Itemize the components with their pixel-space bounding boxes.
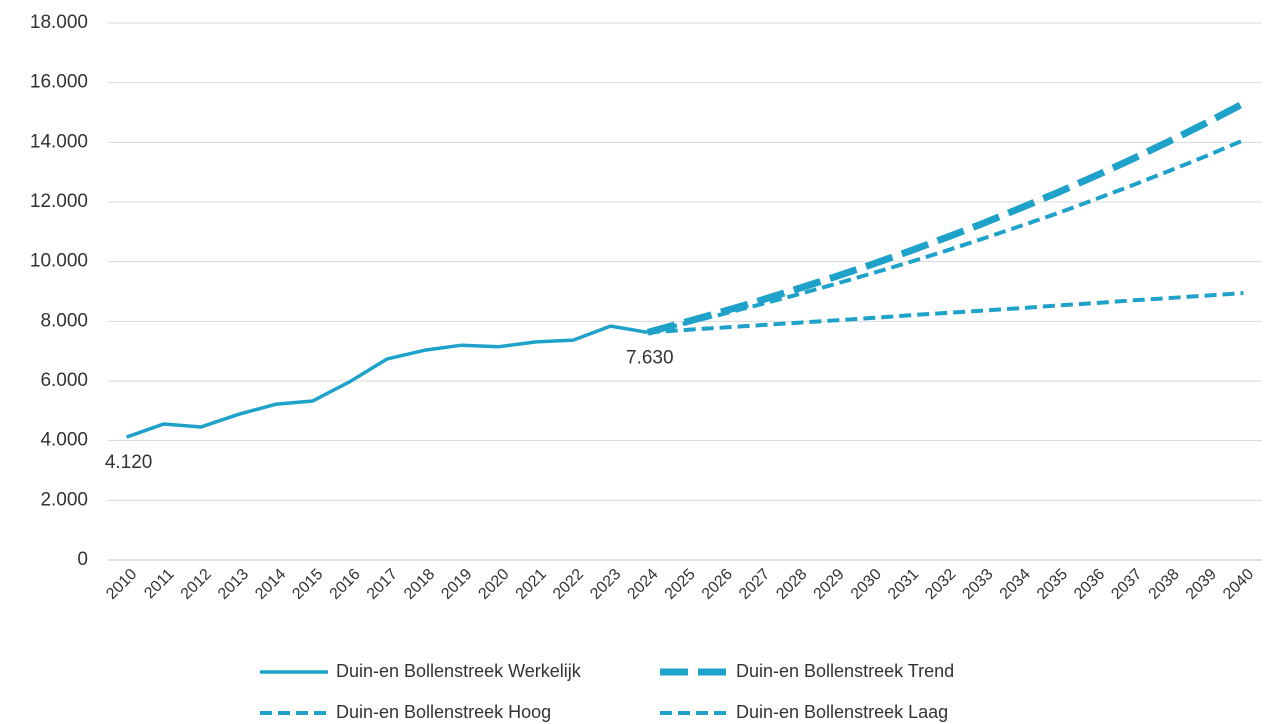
x-tick-label: 2038	[1146, 566, 1183, 603]
x-tick-label: 2037	[1108, 566, 1145, 603]
x-tick-label: 2039	[1183, 566, 1220, 603]
y-tick-label: 6.000	[40, 370, 88, 391]
x-tick-label: 2022	[550, 566, 587, 603]
legend-label: Duin-en Bollenstreek Werkelijk	[336, 661, 582, 681]
x-tick-label: 2026	[699, 566, 736, 603]
x-tick-label: 2034	[997, 566, 1034, 603]
series-line	[126, 324, 649, 439]
x-tick-label: 2031	[885, 566, 922, 603]
legend-label: Duin-en Bollenstreek Trend	[736, 661, 954, 681]
legend-label: Duin-en Bollenstreek Laag	[736, 702, 948, 722]
series-line	[647, 290, 1244, 335]
x-tick-label: 2014	[252, 566, 289, 603]
x-tick-label: 2021	[513, 566, 550, 603]
y-tick-label: 10.000	[30, 251, 88, 272]
series-line	[646, 100, 1246, 336]
x-tick-label: 2016	[327, 566, 364, 603]
y-tick-label: 2.000	[40, 489, 88, 510]
x-tick-label: 2013	[215, 566, 252, 603]
x-tick-label: 2010	[103, 566, 140, 603]
y-tick-label: 16.000	[30, 72, 88, 93]
y-tick-label: 12.000	[30, 191, 88, 212]
x-tick-label: 2019	[438, 566, 475, 603]
series-line	[647, 138, 1245, 335]
data-label: 4.120	[105, 452, 153, 473]
x-tick-label: 2033	[959, 566, 996, 603]
x-tick-label: 2028	[773, 566, 810, 603]
x-tick-label: 2012	[178, 566, 215, 603]
x-tick-label: 2032	[922, 566, 959, 603]
x-tick-label: 2020	[475, 566, 512, 603]
x-tick-label: 2030	[848, 566, 885, 603]
x-tick-label: 2035	[1034, 566, 1071, 603]
x-tick-label: 2040	[1220, 566, 1257, 603]
x-tick-label: 2018	[401, 566, 438, 603]
x-tick-label: 2024	[624, 566, 661, 603]
legend-label: Duin-en Bollenstreek Hoog	[336, 702, 551, 722]
x-tick-label: 2011	[141, 566, 177, 602]
y-tick-label: 8.000	[40, 310, 88, 331]
x-tick-label: 2036	[1071, 566, 1108, 603]
data-label: 7.630	[626, 347, 674, 368]
x-tick-label: 2025	[662, 566, 699, 603]
x-tick-label: 2029	[811, 566, 848, 603]
x-tick-label: 2023	[587, 566, 624, 603]
y-tick-label: 4.000	[40, 430, 88, 451]
y-tick-label: 0	[77, 549, 88, 570]
x-tick-label: 2015	[289, 566, 326, 603]
x-tick-label: 2027	[736, 566, 773, 603]
y-tick-label: 14.000	[30, 131, 88, 152]
x-tick-label: 2017	[364, 566, 401, 603]
y-tick-label: 18.000	[30, 12, 88, 33]
